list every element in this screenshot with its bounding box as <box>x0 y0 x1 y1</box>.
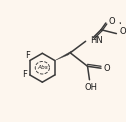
Text: F: F <box>23 70 27 79</box>
Text: Abs: Abs <box>37 65 48 70</box>
Text: O: O <box>109 17 115 26</box>
Polygon shape <box>55 51 72 61</box>
Text: HN: HN <box>90 36 103 45</box>
Text: O: O <box>119 27 126 36</box>
Text: OH: OH <box>85 83 98 92</box>
Text: O: O <box>104 64 111 73</box>
Text: F: F <box>25 51 30 60</box>
